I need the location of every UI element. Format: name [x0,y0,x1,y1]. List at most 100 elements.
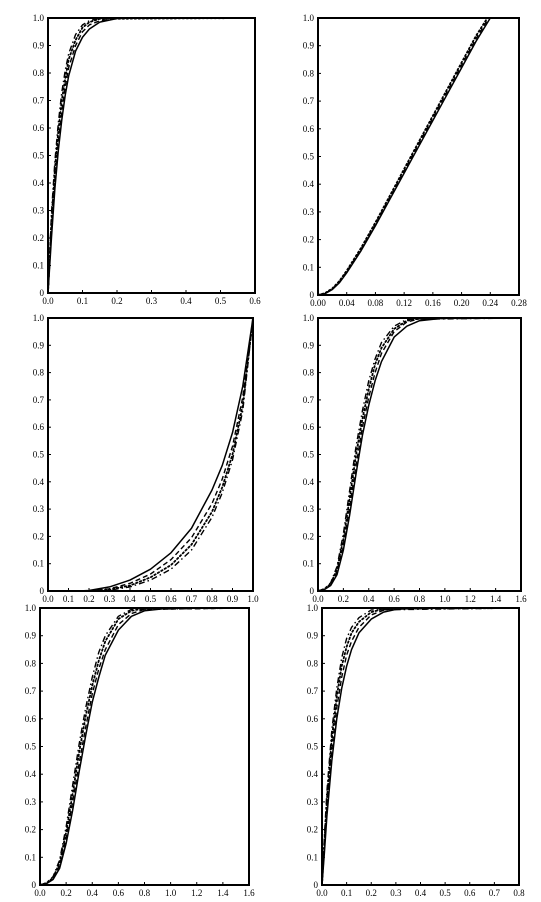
x-tick-label: 0.6 [165,594,177,604]
series-line-dashed [317,17,519,296]
plot-frame [317,317,522,592]
y-tick-label: 0 [32,880,37,890]
y-tick-label: 0.8 [33,368,45,378]
y-tick-label: 0.7 [303,395,315,405]
series-line-solid [47,17,255,294]
x-tick-label: 0.3 [146,296,158,306]
y-tick-label: 0.2 [33,233,44,243]
y-tick-label: 0.9 [303,41,315,51]
y-tick-label: 0.2 [303,235,314,245]
y-tick-label: 0.9 [303,340,315,350]
y-tick-label: 0.3 [303,207,315,217]
y-tick-label: 0.4 [33,477,45,487]
series-line-dashed [317,317,522,592]
y-tick-label: 0.5 [33,450,45,460]
y-tick-label: 0.9 [33,340,45,350]
x-tick-label: 1.0 [165,888,177,898]
series-line-solid [317,17,519,296]
x-tick-label: 0.4 [415,888,427,898]
y-tick-label: 0.6 [303,124,315,134]
x-tick-label: 0.4 [124,594,136,604]
series-line-dotted [321,607,520,886]
x-tick-label: 0.24 [482,298,498,308]
chart-panel-3: 0 0.1 0.2 0.3 0.4 0.5 0.6 0.7 0.8 0.9 1.0 0.0 0.1 0.2… [33,313,259,604]
y-tick-label: 0.5 [33,151,45,161]
x-tick-label: 0.8 [414,594,426,604]
x-tick-label: 1.4 [490,594,502,604]
x-tick-label: 0.4 [87,888,99,898]
x-tick-label: 0.4 [180,296,192,306]
y-tick-label: 1.0 [307,603,319,613]
chart-panel-5: 0 0.1 0.2 0.3 0.4 0.5 0.6 0.7 0.8 0.9 1.0 0.0 0.2 0.4… [25,603,255,898]
y-tick-label: 1.0 [33,313,45,323]
x-tick-label: 0.2 [366,888,377,898]
x-tick-label: 0.5 [215,296,227,306]
series-line-dotted [39,607,250,886]
y-tick-label: 1.0 [303,13,315,23]
x-tick-label: 1.6 [243,888,255,898]
y-tick-label: 0.7 [25,686,37,696]
x-tick-label: 0.12 [396,298,412,308]
x-tick-label: 0.3 [104,594,116,604]
x-tick-label: 0.6 [249,296,261,306]
y-tick-label: 0.1 [25,852,36,862]
y-tick-label: 0.6 [307,714,319,724]
y-tick-label: 0.7 [33,395,45,405]
y-tick-label: 0.4 [303,179,315,189]
series-line-dashed [47,17,255,294]
series-line-dashdot [39,607,250,886]
x-tick-label: 0.0 [42,296,54,306]
y-tick-label: 0.7 [303,96,315,106]
y-tick-label: 0 [310,290,315,300]
y-tick-label: 0.2 [303,531,314,541]
series-line-solid [321,607,519,886]
series-line-dotted [88,317,254,592]
y-tick-label: 0.1 [303,559,314,569]
x-tick-label: 0.3 [390,888,402,898]
plot-frame [39,607,250,886]
series-line-solid [317,317,521,592]
y-tick-label: 0.3 [307,797,319,807]
x-tick-label: 0.04 [339,298,355,308]
x-tick-label: 0.2 [83,594,94,604]
y-tick-label: 0.3 [303,504,315,514]
x-tick-label: 0.8 [206,594,218,604]
y-tick-label: 0.1 [33,559,44,569]
series-line-solid [39,607,249,886]
plot-frame [317,17,520,296]
x-tick-label: 0.1 [77,296,88,306]
chart-panel-1: 0 0.1 0.2 0.3 0.4 0.5 0.6 0.7 0.8 0.9 1.0 0.0 0.1 0.2… [33,13,261,306]
series-line-dashed [88,317,254,592]
x-tick-label: 0.0 [34,888,46,898]
series-line-dotted [47,17,256,294]
y-tick-label: 0 [40,586,45,596]
plot-frame [47,317,254,592]
y-tick-label: 0.4 [307,769,319,779]
chart-panel-4: 0 0.1 0.2 0.3 0.4 0.5 0.6 0.7 0.8 0.9 1.0 0.0 0.2 0.4… [303,313,527,604]
y-tick-label: 0.8 [303,68,315,78]
y-tick-label: 0.8 [25,658,37,668]
y-tick-label: 0.5 [307,742,319,752]
x-tick-label: 0.1 [63,594,74,604]
x-tick-label: 0.08 [368,298,384,308]
x-tick-label: 0.00 [310,298,326,308]
x-tick-label: 0.0 [316,888,328,898]
x-tick-label: 0.1 [341,888,352,898]
x-tick-label: 0.4 [363,594,375,604]
y-tick-label: 0.1 [33,261,44,271]
y-tick-label: 1.0 [303,313,315,323]
y-tick-label: 0.8 [303,368,315,378]
y-tick-label: 0.2 [25,825,36,835]
plot-frame [47,17,256,294]
x-tick-label: 0.8 [513,888,525,898]
y-tick-label: 0.6 [303,422,315,432]
y-tick-label: 1.0 [25,603,37,613]
x-tick-label: 1.0 [247,594,259,604]
y-tick-label: 0.5 [25,742,37,752]
y-tick-label: 0.3 [33,206,45,216]
x-tick-label: 0.2 [61,888,72,898]
x-tick-label: 0.6 [464,888,476,898]
y-tick-label: 0.1 [303,262,314,272]
x-tick-label: 0.9 [227,594,239,604]
